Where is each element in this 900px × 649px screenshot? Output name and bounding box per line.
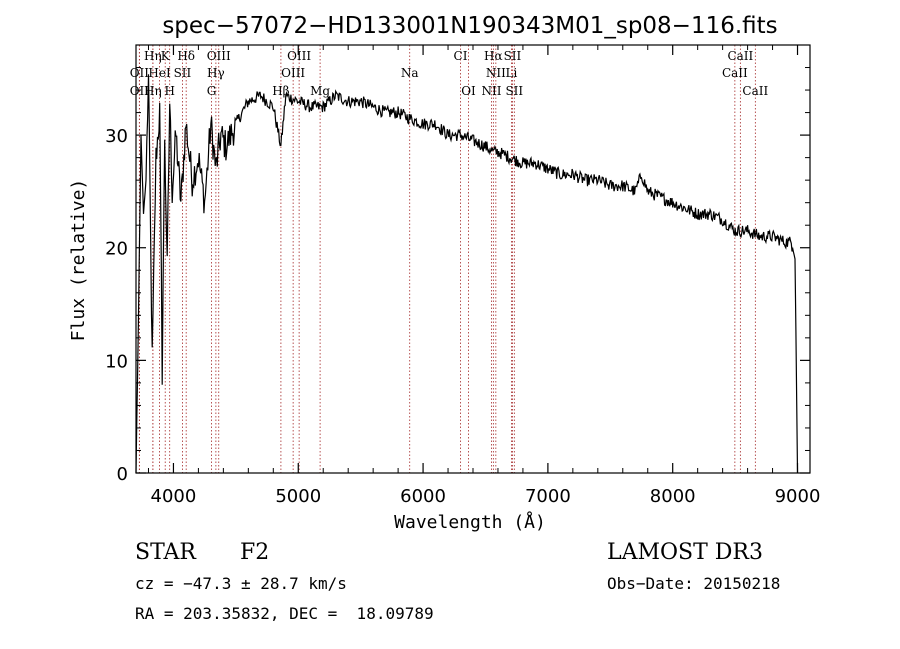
line-label: OII (130, 66, 150, 80)
line-label: SII (174, 66, 192, 80)
y-axis: 0 10 20 30 (105, 67, 810, 485)
coordinates: RA = 203.35832, DEC = 18.09789 (135, 604, 434, 623)
line-label: SII (505, 84, 523, 98)
line-label: Na (401, 66, 419, 80)
x-tick-label: 9000 (775, 486, 821, 507)
line-label: OI (461, 84, 476, 98)
y-tick-label: 20 (105, 239, 128, 260)
line-label: CI (454, 49, 468, 63)
plot-frame (135, 44, 811, 474)
line-label: Hη (144, 84, 162, 98)
emission-line-markers (138, 45, 756, 473)
y-axis-label: Flux (relative) (68, 179, 89, 342)
line-label: G (207, 84, 217, 98)
spectrum-line (135, 74, 799, 474)
line-label: Li (506, 66, 518, 80)
line-label: SII (504, 49, 522, 63)
object-type: STAR (135, 540, 196, 565)
y-tick-label: 10 (105, 351, 128, 372)
line-label: Hη (144, 49, 162, 63)
y-tick-label: 0 (117, 464, 128, 485)
x-axis: 4000 5000 6000 7000 8000 9000 (147, 45, 821, 507)
line-label: Mg (310, 84, 330, 98)
spectral-subclass: F2 (240, 540, 270, 565)
line-label: Hβ (272, 84, 289, 98)
line-label: OIII (287, 49, 311, 63)
line-label: CaII (722, 66, 748, 80)
x-tick-label: 4000 (151, 486, 197, 507)
line-label: CaII (727, 49, 753, 63)
line-label: NII (481, 84, 501, 98)
redshift-text: cz = −47.3 ± 28.7 km/s (135, 574, 347, 593)
x-axis-label: Wavelength (Å) (394, 511, 546, 533)
x-tick-label: 8000 (650, 486, 696, 507)
line-label: NII (486, 66, 506, 80)
line-label: OIII (207, 49, 231, 63)
line-label: Hδ (177, 49, 195, 63)
chart-title: spec−57072−HD133001N190343M01_sp08−116.f… (162, 13, 777, 39)
line-label: HeI (148, 66, 171, 80)
line-label: Hγ (207, 66, 225, 80)
x-tick-label: 7000 (525, 486, 571, 507)
line-label: CaII (742, 84, 768, 98)
survey-name: LAMOST DR3 (607, 540, 763, 565)
y-tick-label: 30 (105, 126, 128, 147)
x-tick-label: 6000 (400, 486, 446, 507)
line-label: OIII (281, 66, 305, 80)
line-label: H (164, 84, 174, 98)
x-tick-label: 5000 (275, 486, 321, 507)
line-label: Hα (484, 49, 503, 63)
line-label: OII (130, 84, 150, 98)
line-label: K (161, 49, 171, 63)
obs-date: Obs−Date: 20150218 (607, 574, 781, 593)
